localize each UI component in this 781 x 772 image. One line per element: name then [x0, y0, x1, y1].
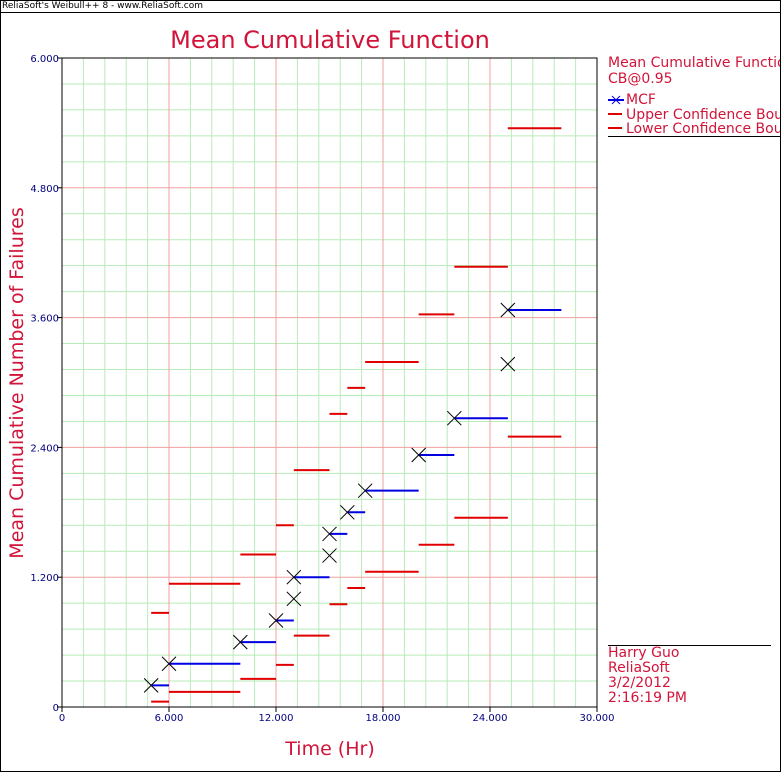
marker-stroke — [143, 678, 159, 693]
marker-stroke — [161, 656, 177, 672]
lower-bound-legend-icon — [608, 127, 622, 129]
marker-stroke — [339, 504, 355, 520]
y-tick-label: 2.400 — [30, 443, 59, 454]
marker-stroke — [286, 569, 302, 585]
legend-item-mcf: MCF — [608, 93, 656, 108]
title-divider — [0, 12, 781, 13]
mcf-markers — [143, 302, 516, 693]
legend-item-upper: Upper Confidence Bounds — [608, 108, 780, 123]
y-axis-label: Mean Cumulative Number of Failures — [6, 207, 28, 558]
chart-title: Mean Cumulative Function — [170, 26, 490, 54]
mcf-point-marker — [500, 302, 516, 318]
minor-grid — [62, 58, 597, 707]
x-tick-label: 30.000 — [580, 713, 615, 724]
legend-label-mcf: MCF — [626, 92, 656, 108]
marker-stroke — [286, 591, 302, 607]
marker-stroke — [322, 548, 337, 563]
x-axis-label: Time (Hr) — [284, 738, 374, 760]
upper-bound-series — [151, 127, 562, 614]
legend-subtitle: CB@0.95 — [608, 71, 673, 87]
info-user: Harry Guo — [608, 645, 680, 661]
x-tick-label: 24.000 — [473, 713, 508, 724]
y-tick-label: 4.800 — [30, 184, 59, 195]
marker-stroke — [357, 483, 373, 499]
x-tick-label: 6.000 — [155, 713, 184, 724]
x-tick-label: 12.000 — [259, 713, 294, 724]
x-tick-label: 18.000 — [366, 713, 401, 724]
x-tick-label: 0 — [59, 713, 65, 724]
mcf-point-marker — [357, 483, 373, 499]
marker-stroke — [500, 302, 516, 318]
mcf-series — [151, 309, 562, 687]
upper-bound-legend-icon — [608, 113, 622, 115]
marker-stroke — [232, 634, 248, 650]
plot-area — [61, 57, 598, 708]
axis-ticks: 0 6.000 12.000 18.000 24.000 30.000 0 1.200 2.40… — [30, 54, 614, 724]
mcf-legend-icon — [608, 95, 624, 105]
mcf-point-marker — [161, 656, 177, 672]
mcf-point-marker — [232, 634, 248, 650]
legend-item-lower: Lower Confidence Bounds — [608, 122, 780, 136]
info-date: 3/2/2012 — [608, 675, 671, 691]
y-tick-label: 1.200 — [30, 573, 59, 584]
marker-stroke — [500, 356, 516, 372]
mcf-point-marker — [411, 447, 427, 463]
mcf-point-marker — [322, 548, 337, 563]
marker-stroke — [411, 447, 427, 463]
legend-label-upper: Upper Confidence Bounds — [626, 107, 780, 123]
info-divider — [608, 645, 771, 646]
marker-stroke — [268, 613, 284, 628]
mcf-point-marker — [500, 356, 516, 372]
lower-bound-series — [151, 435, 562, 703]
legend-divider — [608, 136, 780, 137]
legend: Mean Cumulative Function CB@0.95 MCF Upp… — [608, 56, 780, 136]
major-grid — [62, 58, 597, 707]
info-time: 2:16:19 PM — [608, 690, 687, 706]
marker-stroke — [446, 410, 462, 426]
mcf-point-marker — [286, 591, 302, 607]
mcf-point-marker — [286, 569, 302, 585]
legend-title: Mean Cumulative Function — [608, 56, 780, 71]
info-company: ReliaSoft — [608, 660, 670, 676]
info-panel: Harry Guo ReliaSoft 3/2/2012 2:16:19 PM — [608, 646, 771, 706]
legend-label-lower: Lower Confidence Bounds — [626, 121, 780, 137]
window-title: ReliaSoft's Weibull++ 8 - www.ReliaSoft.… — [2, 1, 204, 11]
mcf-point-marker — [143, 678, 159, 693]
marker-stroke — [322, 526, 337, 542]
mcf-point-marker — [268, 613, 284, 628]
mcf-point-marker — [339, 504, 355, 520]
mcf-point-marker — [322, 526, 337, 542]
y-tick-label: 0 — [53, 703, 59, 714]
y-tick-label: 6.000 — [30, 54, 59, 65]
y-tick-label: 3.600 — [30, 314, 59, 325]
mcf-point-marker — [446, 410, 462, 426]
